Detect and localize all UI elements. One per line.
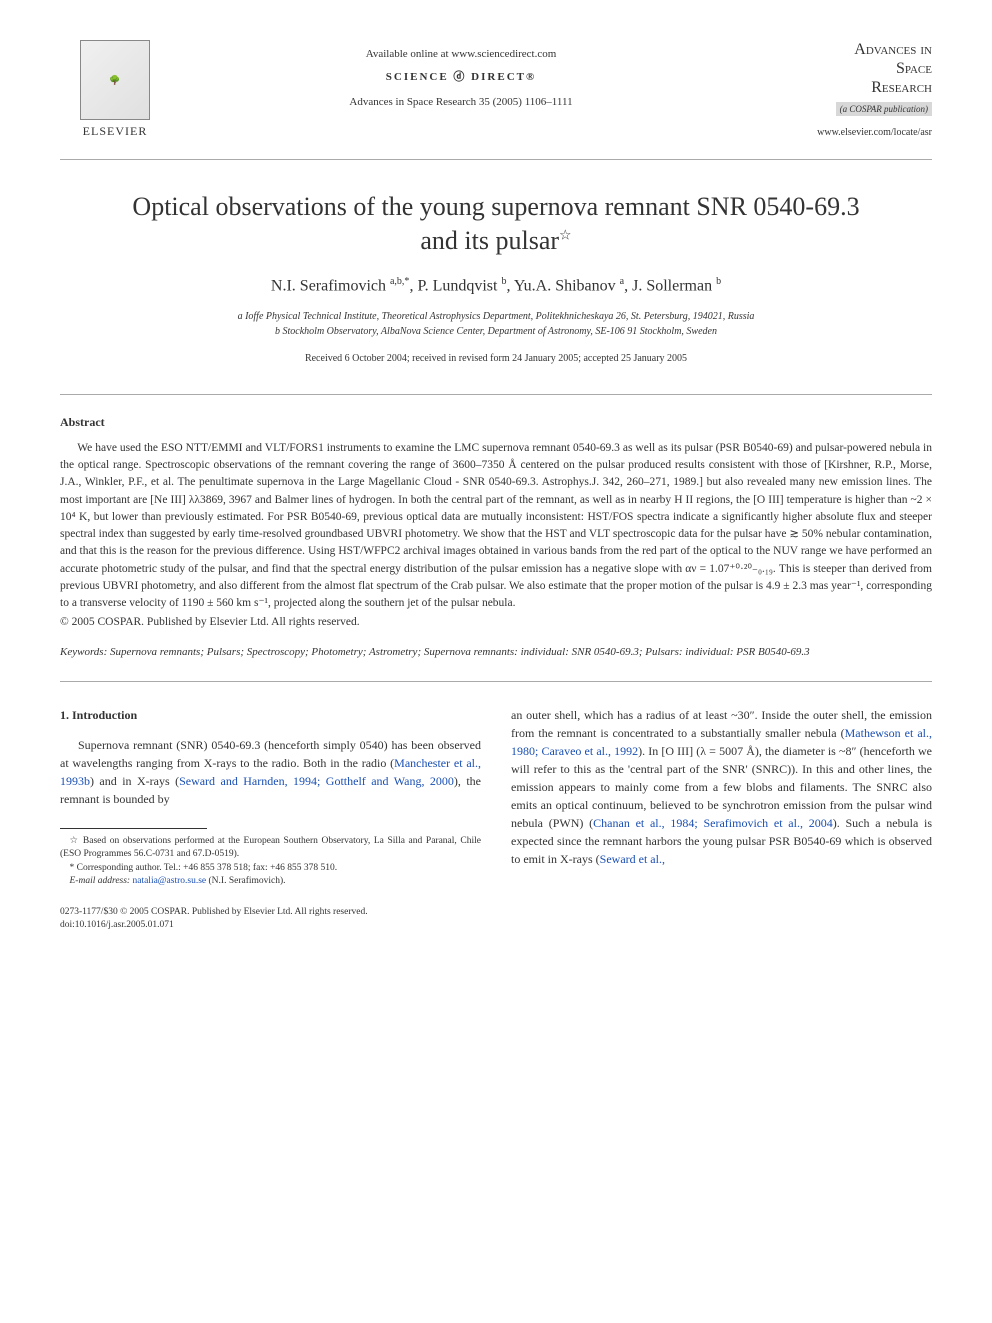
footnote-corresponding: * Corresponding author. Tel.: +46 855 37…: [60, 862, 481, 875]
journal-header: 🌳 ELSEVIER Available online at www.scien…: [60, 40, 932, 139]
abstract-body: We have used the ESO NTT/EMMI and VLT/FO…: [60, 440, 932, 613]
intro-paragraph-right: an outer shell, which has a radius of at…: [511, 706, 932, 868]
intro-text-2: ) and in X-rays (: [90, 774, 179, 788]
footnotes-block: ☆ Based on observations performed at the…: [60, 835, 481, 888]
title-footnote-marker: ☆: [559, 228, 572, 243]
issn-copyright: 0273-1177/$30 © 2005 COSPAR. Published b…: [60, 906, 932, 919]
abstract-bottom-rule: [60, 681, 932, 682]
ref-seward-gotthelf[interactable]: Seward and Harnden, 1994; Gotthelf and W…: [179, 774, 454, 788]
bottom-meta: 0273-1177/$30 © 2005 COSPAR. Published b…: [60, 906, 932, 933]
keywords: Keywords: Supernova remnants; Pulsars; S…: [60, 644, 932, 661]
header-rule: [60, 159, 932, 160]
affiliation-a: a Ioffe Physical Technical Institute, Th…: [60, 309, 932, 324]
ref-chanan-serafimovich[interactable]: Chanan et al., 1984; Serafimovich et al.…: [593, 816, 833, 830]
footnote-email-line: E-mail address: natalia@astro.su.se (N.I…: [60, 875, 481, 888]
sciencedirect-logo: SCIENCE ⓓ DIRECT®: [170, 68, 752, 84]
publisher-block: 🌳 ELSEVIER: [60, 40, 170, 139]
authors-line: N.I. Serafimovich a,b,*, P. Lundqvist b,…: [60, 276, 932, 295]
abstract-copyright: © 2005 COSPAR. Published by Elsevier Ltd…: [60, 616, 932, 628]
column-left: 1. Introduction Supernova remnant (SNR) …: [60, 706, 481, 888]
elsevier-tree-icon: 🌳: [80, 40, 150, 120]
section-1-heading: 1. Introduction: [60, 706, 481, 724]
intro-paragraph-left: Supernova remnant (SNR) 0540-69.3 (hence…: [60, 736, 481, 808]
journal-title-line3: Research: [752, 78, 932, 97]
journal-title-line2: Space: [752, 59, 932, 78]
footnote-star: ☆ Based on observations performed at the…: [60, 835, 481, 862]
journal-reference: Advances in Space Research 35 (2005) 110…: [170, 96, 752, 108]
journal-title-block: Advances in Space Research (a COSPAR pub…: [752, 40, 932, 138]
cospar-tag: (a COSPAR publication): [836, 102, 932, 116]
title-text: Optical observations of the young supern…: [132, 192, 859, 255]
publisher-name: ELSEVIER: [60, 124, 170, 139]
abstract-top-rule: [60, 394, 932, 395]
journal-title-line1: Advances in: [752, 40, 932, 59]
doi: doi:10.1016/j.asr.2005.01.071: [60, 919, 932, 932]
center-header: Available online at www.sciencedirect.co…: [170, 40, 752, 108]
affiliation-b: b Stockholm Observatory, AlbaNova Scienc…: [60, 324, 932, 339]
available-online-text: Available online at www.sciencedirect.co…: [170, 48, 752, 60]
affiliations: a Ioffe Physical Technical Institute, Th…: [60, 309, 932, 339]
journal-url: www.elsevier.com/locate/asr: [752, 127, 932, 138]
email-link[interactable]: natalia@astro.su.se: [132, 876, 206, 886]
article-title: Optical observations of the young supern…: [120, 190, 872, 258]
footnote-rule: [60, 828, 207, 829]
email-label: E-mail address:: [70, 876, 131, 886]
received-dates: Received 6 October 2004; received in rev…: [60, 353, 932, 364]
ref-seward[interactable]: Seward et al.,: [600, 852, 665, 866]
abstract-heading: Abstract: [60, 415, 932, 430]
email-suffix: (N.I. Serafimovich).: [206, 876, 285, 886]
body-columns: 1. Introduction Supernova remnant (SNR) …: [60, 706, 932, 888]
column-right: an outer shell, which has a radius of at…: [511, 706, 932, 888]
